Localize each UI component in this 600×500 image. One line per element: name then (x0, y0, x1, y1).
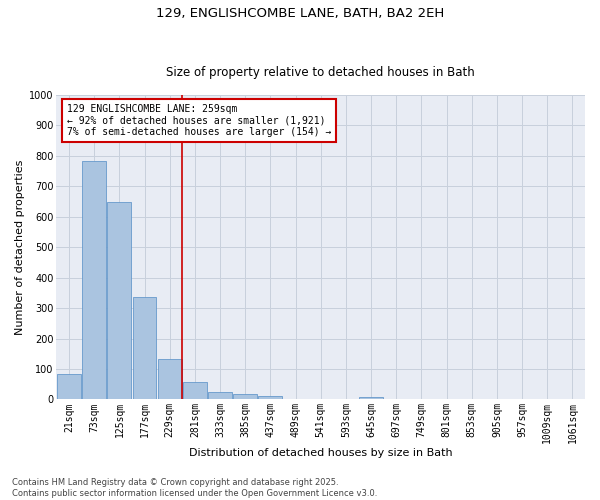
Bar (359, 397, 383, 400)
Y-axis label: Number of detached properties: Number of detached properties (15, 160, 25, 335)
Bar (233, 394, 257, 400)
Bar (208, 392, 232, 400)
Bar (57, 374, 81, 400)
Bar (82, 161, 106, 400)
Bar (133, 298, 157, 400)
Bar (259, 396, 283, 400)
Title: Size of property relative to detached houses in Bath: Size of property relative to detached ho… (166, 66, 475, 78)
Text: 129, ENGLISHCOMBE LANE, BATH, BA2 2EH: 129, ENGLISHCOMBE LANE, BATH, BA2 2EH (156, 8, 444, 20)
Text: 129 ENGLISHCOMBE LANE: 259sqm
← 92% of detached houses are smaller (1,921)
7% of: 129 ENGLISHCOMBE LANE: 259sqm ← 92% of d… (67, 104, 331, 138)
Text: Contains HM Land Registry data © Crown copyright and database right 2025.
Contai: Contains HM Land Registry data © Crown c… (12, 478, 377, 498)
X-axis label: Distribution of detached houses by size in Bath: Distribution of detached houses by size … (189, 448, 452, 458)
Bar (183, 382, 207, 400)
Bar (158, 359, 182, 400)
Bar (107, 202, 131, 400)
